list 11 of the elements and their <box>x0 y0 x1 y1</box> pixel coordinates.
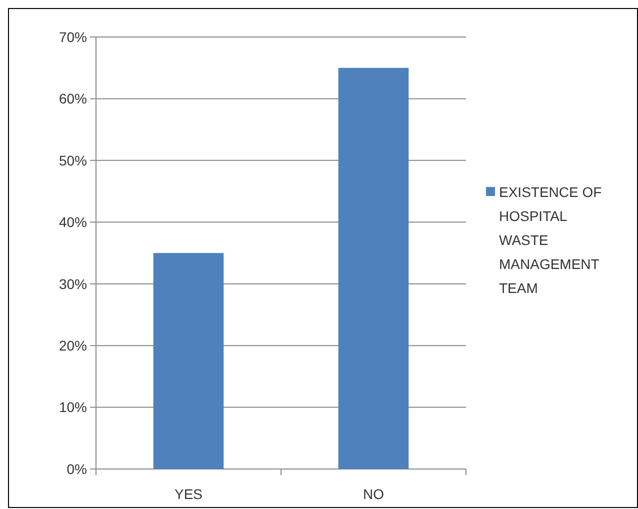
y-tick-label: 0% <box>66 460 87 477</box>
y-tick-label: 70% <box>58 28 87 45</box>
x-tick-label: NO <box>363 486 384 502</box>
y-tick-label: 60% <box>58 90 87 107</box>
x-tick-label: YES <box>174 486 203 502</box>
y-tick-label: 10% <box>58 399 87 416</box>
y-tick-label: 20% <box>58 337 87 354</box>
y-tick-label: 30% <box>58 276 87 292</box>
y-tick-label: 50% <box>58 152 87 168</box>
legend-label: EXISTENCE OF HOSPITAL WASTE MANAGEMENT TEAM <box>499 184 602 296</box>
y-tick-label: 40% <box>58 214 87 230</box>
